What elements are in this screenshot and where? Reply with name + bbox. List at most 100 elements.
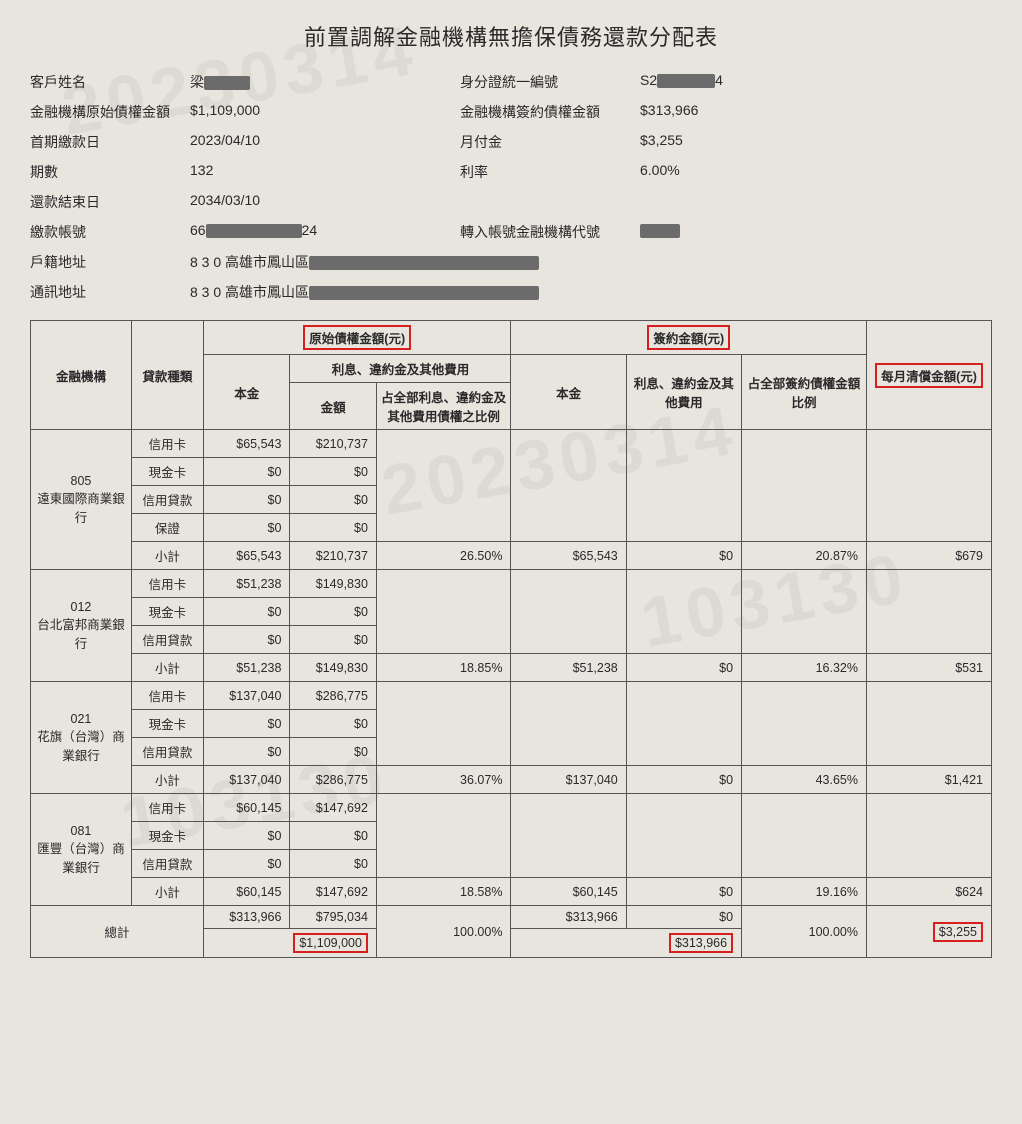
th-loantype: 貸款種類	[131, 321, 203, 430]
cell-bank: 081匯豐（台灣）商業銀行	[31, 794, 132, 906]
cell-empty	[376, 430, 511, 542]
th-amount: 金額	[290, 383, 376, 430]
cell-loantype: 小計	[131, 766, 203, 794]
cell-value: $147,692	[290, 794, 376, 822]
cell-value: $149,830	[290, 570, 376, 598]
cell-value: 100.00%	[742, 906, 867, 958]
cell-value: 100.00%	[376, 906, 511, 958]
hdr-lbl: 期數	[30, 162, 180, 182]
cell-value: $0	[203, 822, 289, 850]
th-interest-group: 利息、違約金及其他費用	[290, 355, 511, 383]
cell-loantype: 現金卡	[131, 598, 203, 626]
cell-value: $60,145	[203, 794, 289, 822]
cell-value: $0	[290, 710, 376, 738]
cell-value: $795,034	[290, 906, 376, 929]
cell-value: $313,966	[203, 906, 289, 929]
cell-empty	[742, 794, 867, 878]
cell-value: $0	[626, 766, 741, 794]
cell-empty	[376, 794, 511, 878]
cell-loantype: 信用貸款	[131, 738, 203, 766]
cell-value: $313,966	[511, 906, 626, 929]
cell-value: $0	[203, 850, 289, 878]
cell-value: 43.65%	[742, 766, 867, 794]
cell-value: $0	[203, 486, 289, 514]
th-ratio-orig: 占全部利息、違約金及其他費用債權之比例	[376, 383, 511, 430]
table-row: 小計$51,238$149,83018.85%$51,238$016.32%$5…	[31, 654, 992, 682]
cell-loantype: 信用貸款	[131, 486, 203, 514]
hdr-val-name: 梁	[190, 72, 450, 92]
cell-value: $679	[867, 542, 992, 570]
cell-empty	[867, 794, 992, 878]
cell-value: $531	[867, 654, 992, 682]
cell-empty	[626, 570, 741, 654]
cell-value: $1,421	[867, 766, 992, 794]
table-row: 012台北富邦商業銀行信用卡$51,238$149,830	[31, 570, 992, 598]
cell-loantype: 現金卡	[131, 822, 203, 850]
cell-value: $0	[626, 542, 741, 570]
cell-value: 18.58%	[376, 878, 511, 906]
th-principal2: 本金	[511, 355, 626, 430]
cell-value: $65,543	[203, 542, 289, 570]
cell-value: 18.85%	[376, 654, 511, 682]
cell-bank: 012台北富邦商業銀行	[31, 570, 132, 682]
cell-value: $0	[290, 458, 376, 486]
th-ratio-sign: 占全部簽約債權金額比例	[742, 355, 867, 430]
document-title: 前置調解金融機構無擔保債務還款分配表	[30, 20, 992, 52]
hdr-val: 2034/03/10	[190, 192, 450, 212]
cell-value: $286,775	[290, 766, 376, 794]
cell-bank: 021花旗（台灣）商業銀行	[31, 682, 132, 794]
cell-value: $137,040	[203, 682, 289, 710]
table-row: 805遠東國際商業銀行信用卡$65,543$210,737	[31, 430, 992, 458]
cell-value: $210,737	[290, 430, 376, 458]
header-info: 客戶姓名 梁 身分證統一編號 S24 金融機構原始債權金額 $1,109,000…	[30, 72, 992, 302]
hdr-lbl: 還款結束日	[30, 192, 180, 212]
cell-value: $0	[290, 598, 376, 626]
cell-value: $51,238	[511, 654, 626, 682]
th-principal: 本金	[203, 355, 289, 430]
cell-value: 26.50%	[376, 542, 511, 570]
cell-grand-sign: $313,966	[511, 929, 742, 958]
cell-value: $0	[626, 654, 741, 682]
cell-value: $137,040	[511, 766, 626, 794]
hdr-lbl: 首期繳款日	[30, 132, 180, 152]
table-row-total: 總計$313,966$795,034100.00%$313,966$0100.0…	[31, 906, 992, 929]
hdr-lbl: 轉入帳號金融機構代號	[460, 222, 630, 242]
cell-loantype: 現金卡	[131, 458, 203, 486]
cell-value: 16.32%	[742, 654, 867, 682]
cell-value: $0	[626, 906, 741, 929]
cell-empty	[742, 430, 867, 542]
hdr-lbl: 利率	[460, 162, 630, 182]
cell-loantype: 保證	[131, 514, 203, 542]
cell-value: $0	[290, 486, 376, 514]
cell-value: $0	[290, 514, 376, 542]
hdr-val: $1,109,000	[190, 102, 450, 122]
cell-value: $0	[290, 626, 376, 654]
cell-loantype: 小計	[131, 654, 203, 682]
cell-loantype: 信用卡	[131, 570, 203, 598]
th-sign-group: 簽約金額(元)	[511, 321, 867, 355]
cell-loantype: 小計	[131, 878, 203, 906]
cell-value: 36.07%	[376, 766, 511, 794]
cell-value: $0	[203, 710, 289, 738]
cell-value: $0	[203, 514, 289, 542]
cell-total-label: 總計	[31, 906, 204, 958]
cell-value: $0	[290, 850, 376, 878]
cell-value: $51,238	[203, 570, 289, 598]
hdr-lbl: 戶籍地址	[30, 252, 180, 272]
hdr-val-addr: 8 3 0 高雄市鳳山區	[190, 282, 840, 302]
hdr-val: $3,255	[640, 132, 840, 152]
cell-loantype: 信用卡	[131, 682, 203, 710]
cell-value: $0	[290, 822, 376, 850]
th-orig-group: 原始債權金額(元)	[203, 321, 511, 355]
cell-value: $0	[626, 878, 741, 906]
cell-value: $137,040	[203, 766, 289, 794]
cell-empty	[376, 682, 511, 766]
hdr-val: 6.00%	[640, 162, 840, 182]
table-row: 小計$60,145$147,69218.58%$60,145$019.16%$6…	[31, 878, 992, 906]
cell-empty	[376, 570, 511, 654]
cell-loantype: 信用卡	[131, 794, 203, 822]
cell-value: $65,543	[511, 542, 626, 570]
cell-value: 20.87%	[742, 542, 867, 570]
cell-value: $0	[203, 458, 289, 486]
hdr-val	[640, 222, 840, 242]
